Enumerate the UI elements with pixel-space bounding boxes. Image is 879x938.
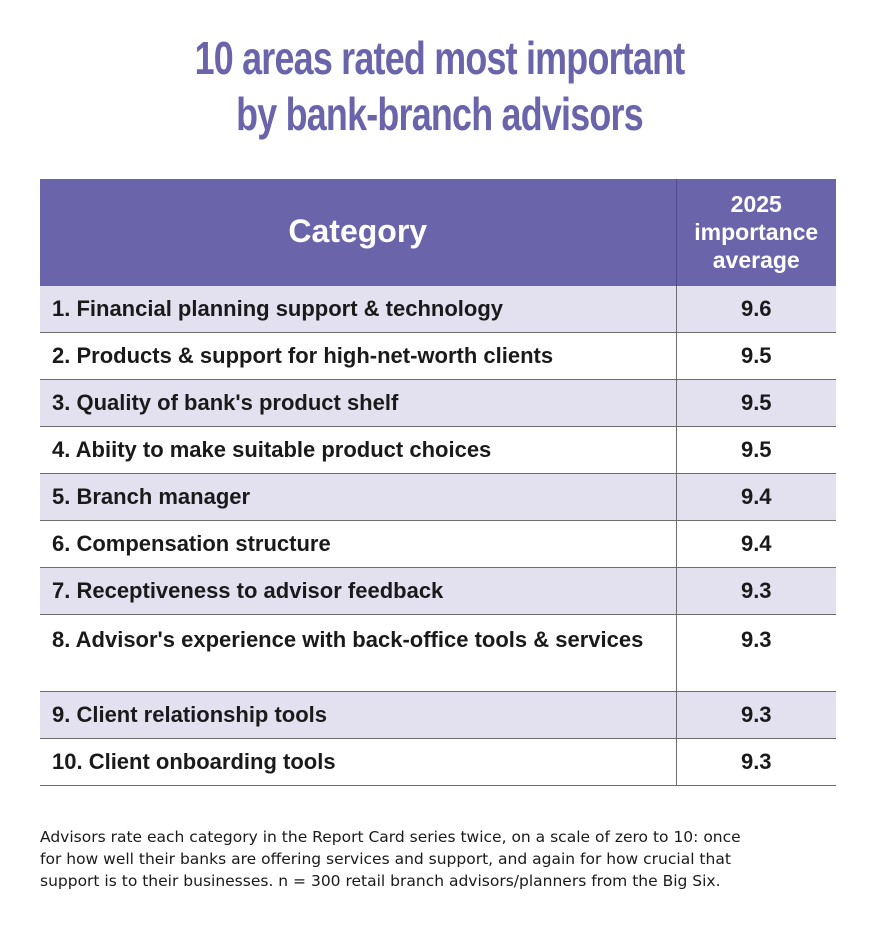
category-cell: 7. Receptiveness to advisor feedback — [40, 566, 677, 614]
title-line-1: 10 areas rated most important — [194, 32, 686, 84]
footnote: Advisors rate each category in the Repor… — [40, 826, 840, 892]
category-cell: 9. Client relationship tools — [40, 690, 677, 738]
header-importance-line-3: average — [712, 246, 800, 273]
header-category: Category — [40, 179, 677, 285]
value-cell: 9.5 — [676, 331, 836, 379]
category-cell: 8. Advisor's experience with back-office… — [40, 613, 677, 691]
category-cell: 5. Branch manager — [40, 472, 677, 520]
category-cell: 6. Compensation structure — [40, 519, 677, 567]
table-row: 3. Quality of bank's product shelf 9.5 — [40, 378, 836, 426]
category-cell: 10. Client onboarding tools — [40, 737, 677, 786]
title-line-2: by bank-branch advisors — [236, 88, 644, 140]
table-row: 1. Financial planning support & technolo… — [40, 284, 836, 332]
category-cell: 2. Products & support for high-net-worth… — [40, 331, 677, 379]
table-header-row: Category 2025 importance average — [40, 179, 836, 285]
table-row: 5. Branch manager 9.4 — [40, 472, 836, 520]
table-row: 4. Abiity to make suitable product choic… — [40, 425, 836, 473]
value-cell: 9.4 — [676, 472, 836, 520]
table-row: 7. Receptiveness to advisor feedback 9.3 — [40, 566, 836, 614]
ratings-table: Category 2025 importance average 1. Fina… — [40, 179, 836, 786]
value-cell: 9.3 — [676, 737, 836, 786]
category-cell: 1. Financial planning support & technolo… — [40, 284, 677, 332]
table-row: 6. Compensation structure 9.4 — [40, 519, 836, 567]
chart-title: 10 areas rated most important by bank-br… — [97, 30, 783, 142]
footnote-line-3: support is to their businesses. n = 300 … — [40, 872, 721, 890]
header-importance: 2025 importance average — [676, 179, 836, 285]
table-row: 8. Advisor's experience with back-office… — [40, 613, 836, 691]
category-cell: 3. Quality of bank's product shelf — [40, 378, 677, 426]
value-cell: 9.5 — [676, 425, 836, 473]
header-importance-line-1: 2025 — [730, 190, 782, 217]
table-row: 2. Products & support for high-net-worth… — [40, 331, 836, 379]
value-cell: 9.3 — [676, 566, 836, 614]
footnote-line-1: Advisors rate each category in the Repor… — [40, 828, 741, 846]
table-row: 10. Client onboarding tools 9.3 — [40, 737, 836, 786]
table-row: 9. Client relationship tools 9.3 — [40, 690, 836, 738]
category-cell: 4. Abiity to make suitable product choic… — [40, 425, 677, 473]
footnote-line-2: for how well their banks are offering se… — [40, 850, 731, 868]
header-importance-line-2: importance — [694, 218, 819, 245]
value-cell: 9.6 — [676, 284, 836, 332]
value-cell: 9.3 — [676, 690, 836, 738]
value-cell: 9.3 — [676, 613, 836, 691]
value-cell: 9.5 — [676, 378, 836, 426]
value-cell: 9.4 — [676, 519, 836, 567]
